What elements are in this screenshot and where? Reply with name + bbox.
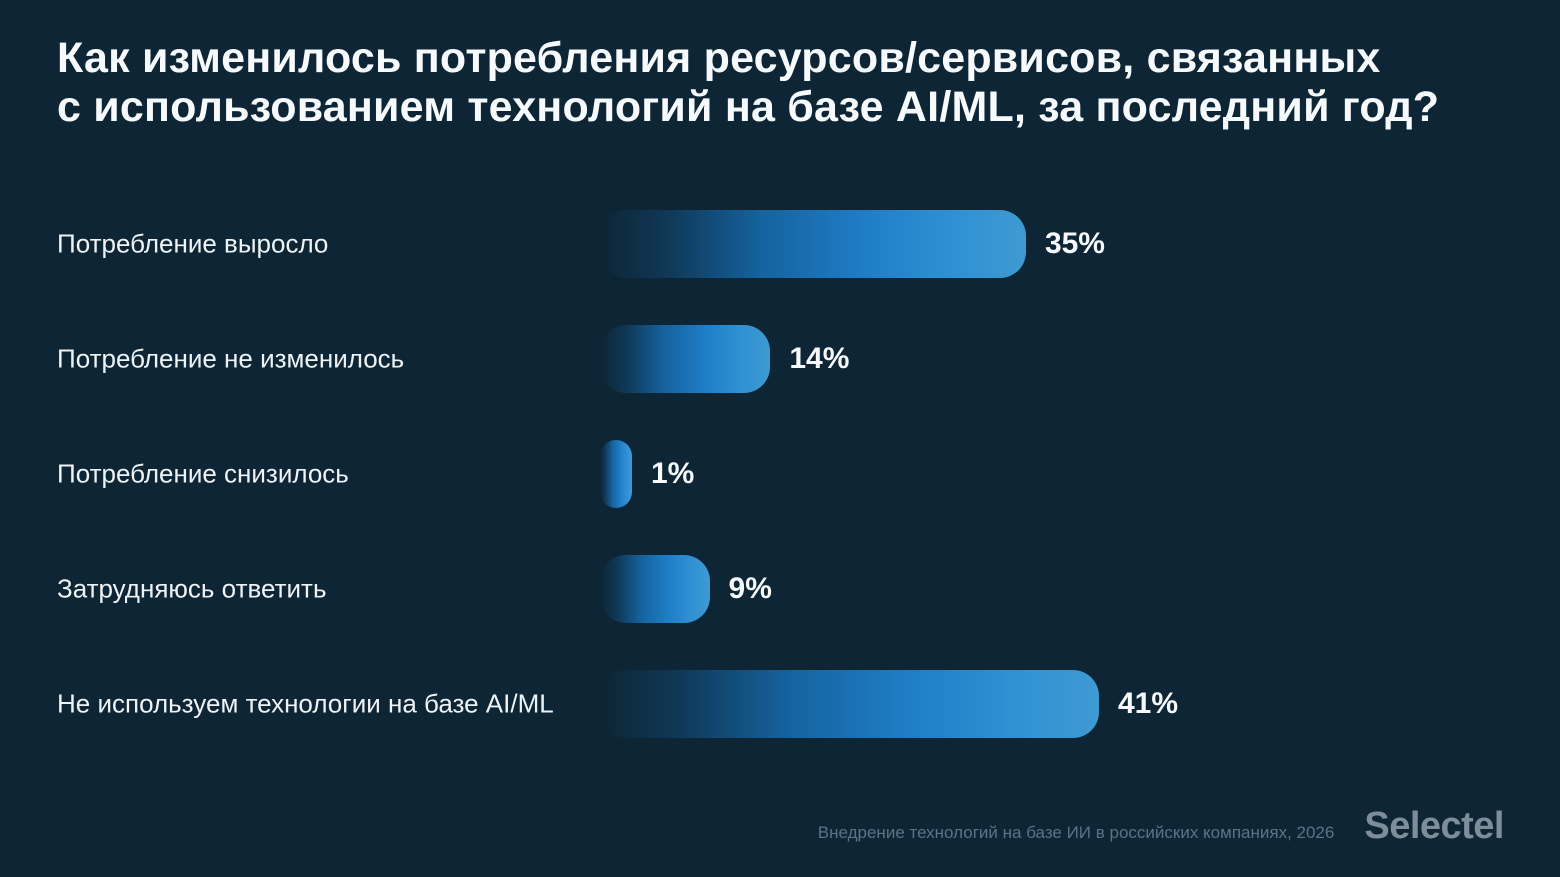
- category-label: Затрудняюсь ответить: [57, 573, 327, 603]
- bar-area: 1%: [600, 439, 695, 508]
- chart-row: Затрудняюсь ответить 9%: [0, 531, 1560, 646]
- category-label: Потребление снизилось: [57, 458, 349, 488]
- chart-title-line-2: с использованием технологий на базе AI/M…: [57, 83, 1440, 131]
- chart-title: Как изменилось потребления ресурсов/серв…: [57, 34, 1439, 132]
- bar: [600, 554, 710, 623]
- bar: [600, 324, 771, 393]
- bar: [600, 209, 1026, 278]
- category-label: Потребление не изменилось: [57, 343, 405, 373]
- value-label: 41%: [1117, 686, 1179, 720]
- bar-area: 9%: [600, 554, 772, 623]
- value-label: 14%: [789, 341, 850, 375]
- bar-area: 41%: [600, 669, 1179, 738]
- chart-row: Не используем технологии на базе AI/ML 4…: [0, 646, 1560, 761]
- footer: Внедрение технологий на базе ИИ в россий…: [817, 805, 1505, 848]
- bar: [600, 669, 1099, 738]
- value-label: 1%: [651, 456, 695, 490]
- bar-area: 14%: [600, 324, 850, 393]
- chart-row: Потребление снизилось 1%: [0, 416, 1560, 531]
- chart-title-line-1: Как изменилось потребления ресурсов/серв…: [57, 34, 1381, 82]
- source-caption: Внедрение технологий на базе ИИ в россий…: [817, 823, 1335, 842]
- chart-row: Потребление не изменилось 14%: [0, 301, 1560, 416]
- category-label: Потребление выросло: [57, 228, 329, 258]
- bar: [600, 439, 632, 508]
- chart-row: Потребление выросло 35%: [0, 186, 1560, 301]
- bar-chart: Потребление выросло 35% Потребление не и…: [0, 186, 1560, 761]
- category-label: Не используем технологии на базе AI/ML: [57, 688, 554, 718]
- selectel-logo: Selectel: [1364, 805, 1504, 847]
- value-label: 35%: [1044, 226, 1105, 260]
- value-label: 9%: [728, 571, 772, 605]
- bar-area: 35%: [600, 209, 1105, 278]
